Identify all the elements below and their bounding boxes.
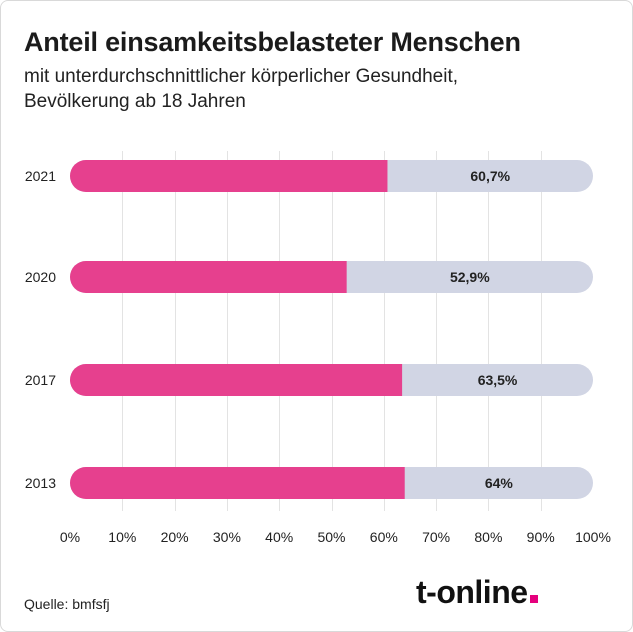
x-tick-label: 60% bbox=[370, 529, 398, 545]
chart-subtitle: mit unterdurchschnittlicher körperlicher… bbox=[24, 64, 458, 114]
x-tick-label: 10% bbox=[108, 529, 136, 545]
category-label: 2020 bbox=[25, 269, 56, 285]
logo-text: t-online bbox=[416, 574, 528, 610]
value-label: 52,9% bbox=[450, 269, 490, 285]
subtitle-line-1: mit unterdurchschnittlicher körperlicher… bbox=[24, 66, 459, 87]
x-tick-label: 70% bbox=[422, 529, 450, 545]
subtitle-line-2: Bevölkerung ab 18 Jahren bbox=[24, 91, 246, 112]
x-tick-label: 90% bbox=[527, 529, 555, 545]
value-label: 64% bbox=[485, 475, 514, 491]
value-label: 60,7% bbox=[470, 168, 510, 184]
bar bbox=[70, 160, 388, 192]
source-note: Quelle: bmfsfj bbox=[24, 596, 110, 612]
x-tick-label: 80% bbox=[474, 529, 502, 545]
category-label: 2017 bbox=[25, 372, 56, 388]
category-label: 2021 bbox=[25, 168, 56, 184]
x-tick-label: 20% bbox=[161, 529, 189, 545]
category-label: 2013 bbox=[25, 475, 56, 491]
bar bbox=[70, 261, 347, 293]
x-tick-label: 50% bbox=[317, 529, 345, 545]
chart-title: Anteil einsamkeitsbelasteter Menschen bbox=[24, 27, 521, 57]
bar bbox=[70, 467, 405, 499]
bar bbox=[70, 364, 403, 396]
x-tick-label: 30% bbox=[213, 529, 241, 545]
x-tick-label: 40% bbox=[265, 529, 293, 545]
value-label: 63,5% bbox=[478, 372, 518, 388]
x-tick-label: 0% bbox=[60, 529, 80, 545]
logo-dot bbox=[529, 595, 538, 603]
t-online-logo: t-online bbox=[416, 574, 538, 611]
x-tick-label: 100% bbox=[575, 529, 611, 545]
bar-chart: 2021 60,7% 2020 52,9% 2017 63,5% 2013 64% 0% 10% 2… bbox=[25, 151, 611, 545]
